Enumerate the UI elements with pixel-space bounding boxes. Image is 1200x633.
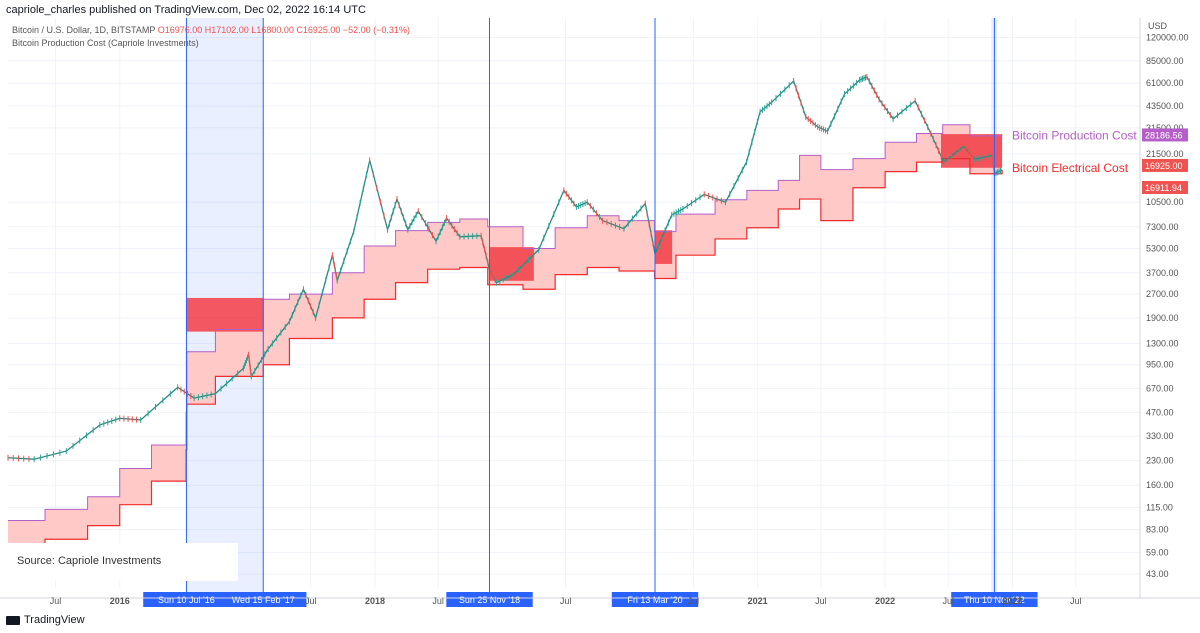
x-tick-label: 2021 xyxy=(748,596,768,606)
x-tick-label: Jul xyxy=(1070,596,1082,606)
highlight-date-tag xyxy=(446,592,533,607)
y-tick-label: 2700.00 xyxy=(1146,289,1179,299)
highlight-date-tag xyxy=(143,592,230,607)
y-tick-label: 115.00 xyxy=(1146,503,1173,513)
highlight-date-label: Sun 25 Nov '18 xyxy=(459,595,520,605)
y-tick-label: 120000.00 xyxy=(1146,32,1189,42)
symbol-name: Bitcoin / U.S. Dollar, 1D, BITSTAMP xyxy=(12,25,156,35)
x-tick-label: Jul xyxy=(815,596,827,606)
y-tick-label: 1300.00 xyxy=(1146,339,1179,349)
electrical-cost-tag xyxy=(1142,180,1188,194)
capitulation-fill xyxy=(940,134,1003,168)
y-tick-label: 7300.00 xyxy=(1146,222,1179,232)
x-tick-label: Jul xyxy=(688,596,700,606)
highlight-date-label: Wed 15 Feb '17 xyxy=(232,595,295,605)
x-tick-label: Jul xyxy=(432,596,444,606)
electrical-cost-name: Bitcoin Electrical Cost xyxy=(1012,161,1129,175)
highlight-date-label: Sun 10 Jul '16 xyxy=(158,595,215,605)
currency-label: USD xyxy=(1148,21,1168,31)
production-cost-value: 28186.56 xyxy=(1145,130,1183,140)
tradingview-logo-icon xyxy=(6,615,20,625)
source-text: Source: Capriole Investments xyxy=(17,555,162,567)
production-cost-tag xyxy=(1142,128,1188,142)
x-tick-label: 2018 xyxy=(365,596,385,606)
x-tick-label: 2023 xyxy=(1003,596,1023,606)
ohlc-values: O16976.00 H17102.00 L16800.00 C16925.00 … xyxy=(157,25,410,35)
y-tick-label: 21500.00 xyxy=(1146,149,1184,159)
x-tick-label: 2022 xyxy=(875,596,895,606)
cost-band-fill xyxy=(8,124,1003,550)
highlight-date-tag xyxy=(220,592,307,607)
brand-name: TradingView xyxy=(24,614,85,626)
electrical-cost-value: 16911.94 xyxy=(1145,183,1182,193)
y-tick-label: 31500.00 xyxy=(1146,123,1184,133)
y-tick-label: 43.00 xyxy=(1146,569,1169,579)
y-tick-label: 1900.00 xyxy=(1146,313,1179,323)
price-value: 16925.00 xyxy=(1145,161,1183,171)
x-tick-label: 2016 xyxy=(110,596,130,606)
y-tick-label: 83.00 xyxy=(1146,525,1169,535)
y-tick-label: 61000.00 xyxy=(1146,78,1184,88)
y-tick-label: 85000.00 xyxy=(1146,56,1184,66)
y-tick-label: 43500.00 xyxy=(1146,101,1184,111)
y-tick-label: 950.00 xyxy=(1146,360,1174,370)
capitulation-fill xyxy=(655,230,673,264)
highlight-date-tag xyxy=(951,592,1038,607)
publisher-header: capriole_charles published on TradingVie… xyxy=(6,4,366,16)
x-tick-label: Jul xyxy=(560,596,572,606)
y-tick-label: 10500.00 xyxy=(1146,197,1184,207)
y-tick-label: 330.00 xyxy=(1146,431,1174,441)
footer-brand[interactable]: TradingView xyxy=(6,614,85,626)
source-note: Source: Capriole Investments xyxy=(8,543,238,581)
highlight-date-tag xyxy=(611,592,699,607)
symbol-legend[interactable]: Bitcoin / U.S. Dollar, 1D, BITSTAMP O169… xyxy=(12,25,410,35)
production-cost-name: Bitcoin Production Cost xyxy=(1012,128,1137,142)
y-tick-label: 59.00 xyxy=(1146,548,1169,558)
y-axis[interactable]: 120000.00 85000.00 61000.00 43500.00 31500.0… xyxy=(1139,18,1189,598)
highlight-date-label: Fri 13 Mar '20 xyxy=(627,595,682,605)
y-tick-label: 3700.00 xyxy=(1146,268,1179,278)
highlight-date-label: Thu 10 Nov '22 xyxy=(964,595,1025,605)
y-tick-label: 670.00 xyxy=(1146,383,1174,393)
x-tick-label: Jul xyxy=(305,596,317,606)
price-tag xyxy=(1142,158,1188,172)
capitulation-fill xyxy=(186,297,264,332)
indicator-legend[interactable]: Bitcoin Production Cost (Capriole Invest… xyxy=(12,38,199,48)
highlight-lines: Sun 10 Jul '16 Wed 15 Feb '17 Sun 25 Nov '… xyxy=(143,18,1038,607)
y-tick-label: 230.00 xyxy=(1146,456,1174,466)
y-tick-label: 470.00 xyxy=(1146,407,1174,417)
y-tick-label: 160.00 xyxy=(1146,480,1174,490)
x-tick-label: Jul xyxy=(943,596,955,606)
x-axis[interactable]: Jul 2016 Jul 2018 Jul Jul Jul 2021 Jul 2022 Jul 202… xyxy=(0,596,1200,606)
y-tick-label: 5300.00 xyxy=(1146,243,1179,253)
series-labels: 28186.56 16925.00 16911.94 Bitcoin Producti… xyxy=(1012,128,1188,194)
x-tick-label: Jul xyxy=(50,596,62,606)
